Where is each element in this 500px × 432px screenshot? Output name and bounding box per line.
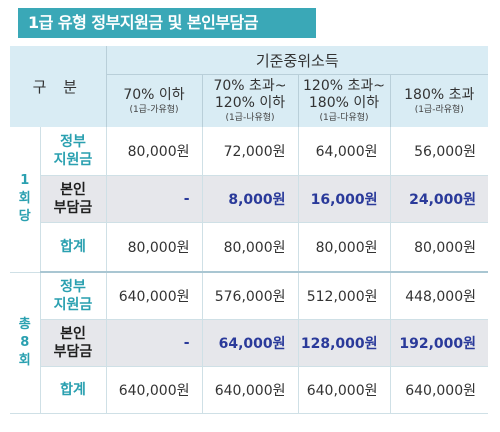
table-cell: 640,000원 — [390, 366, 488, 414]
table-cell: 24,000원 — [390, 175, 488, 223]
row-label-self-pay: 본인 부담금 — [40, 175, 107, 223]
table-cell: 640,000원 — [106, 272, 203, 320]
table-cell: 576,000원 — [202, 272, 299, 320]
page-title: 1급 유형 정부지원금 및 본인부담금 — [18, 8, 316, 38]
header-col-2-sub: (1급-나유형) — [225, 113, 275, 123]
header-col-4-sub: (1급-라유형) — [414, 104, 464, 115]
table-cell: 72,000원 — [202, 127, 299, 176]
header-col-2-label2: 120% 이하 — [214, 95, 286, 111]
header-income-standard: 기준중위소득 — [106, 46, 488, 75]
header-col-4: 180% 초과 (1급-라유형) — [390, 74, 488, 127]
table-row: 합계 80,000원 80,000원 80,000원 80,000원 — [10, 222, 488, 273]
table-cell: 64,000원 — [298, 127, 391, 176]
table-cell: 80,000원 — [202, 222, 299, 273]
row-label-gov-subsidy: 정부 지원금 — [40, 127, 107, 176]
header-col-3-label2: 180% 이하 — [308, 95, 380, 111]
table-cell: 80,000원 — [298, 222, 391, 273]
header-col-3-sub: (1급-다유형) — [319, 113, 369, 123]
header-col-4-label: 180% 초과 — [404, 86, 475, 103]
table-cell: - — [106, 319, 203, 367]
header-col-3: 120% 초과~ 180% 이하 (1급-다유형) — [298, 74, 391, 127]
subsidy-table: 구 분 기준중위소득 70% 이하 (1급-가유형) 70% 초과~ 120% … — [10, 46, 488, 414]
table-cell: 80,000원 — [106, 222, 203, 273]
table-cell: 192,000원 — [390, 319, 488, 367]
table-row: 합계 640,000원 640,000원 640,000원 640,000원 — [10, 366, 488, 414]
table-cell: 640,000원 — [106, 366, 203, 414]
table-cell: 80,000원 — [106, 127, 203, 176]
table-cell: 448,000원 — [390, 272, 488, 320]
header-col-3-label1: 120% 초과~ — [303, 78, 385, 94]
header-gubun: 구 분 — [10, 46, 107, 127]
header-col-1: 70% 이하 (1급-가유형) — [106, 74, 203, 127]
header-col-2-label1: 70% 초과~ — [213, 78, 287, 94]
row-label-gov-subsidy: 정부 지원금 — [40, 272, 107, 320]
row-label-total: 합계 — [40, 222, 107, 273]
table-cell: 640,000원 — [202, 366, 299, 414]
table-cell: 512,000원 — [298, 272, 391, 320]
header-col-1-sub: (1급-가유형) — [129, 104, 179, 115]
table-cell: 16,000원 — [298, 175, 391, 223]
table-cell: 56,000원 — [390, 127, 488, 176]
header-col-1-label: 70% 이하 — [123, 86, 185, 103]
table-cell: 640,000원 — [298, 366, 391, 414]
table-cell: 128,000원 — [298, 319, 391, 367]
table-row: 본인 부담금 - 8,000원 16,000원 24,000원 — [10, 175, 488, 223]
table-row: 본인 부담금 - 64,000원 128,000원 192,000원 — [10, 319, 488, 367]
row-label-self-pay: 본인 부담금 — [40, 319, 107, 367]
table-cell: 8,000원 — [202, 175, 299, 223]
row-label-total: 합계 — [40, 366, 107, 414]
table-cell: 80,000원 — [390, 222, 488, 273]
header-col-2: 70% 초과~ 120% 이하 (1급-나유형) — [202, 74, 299, 127]
table-cell: 64,000원 — [202, 319, 299, 367]
table-cell: - — [106, 175, 203, 223]
